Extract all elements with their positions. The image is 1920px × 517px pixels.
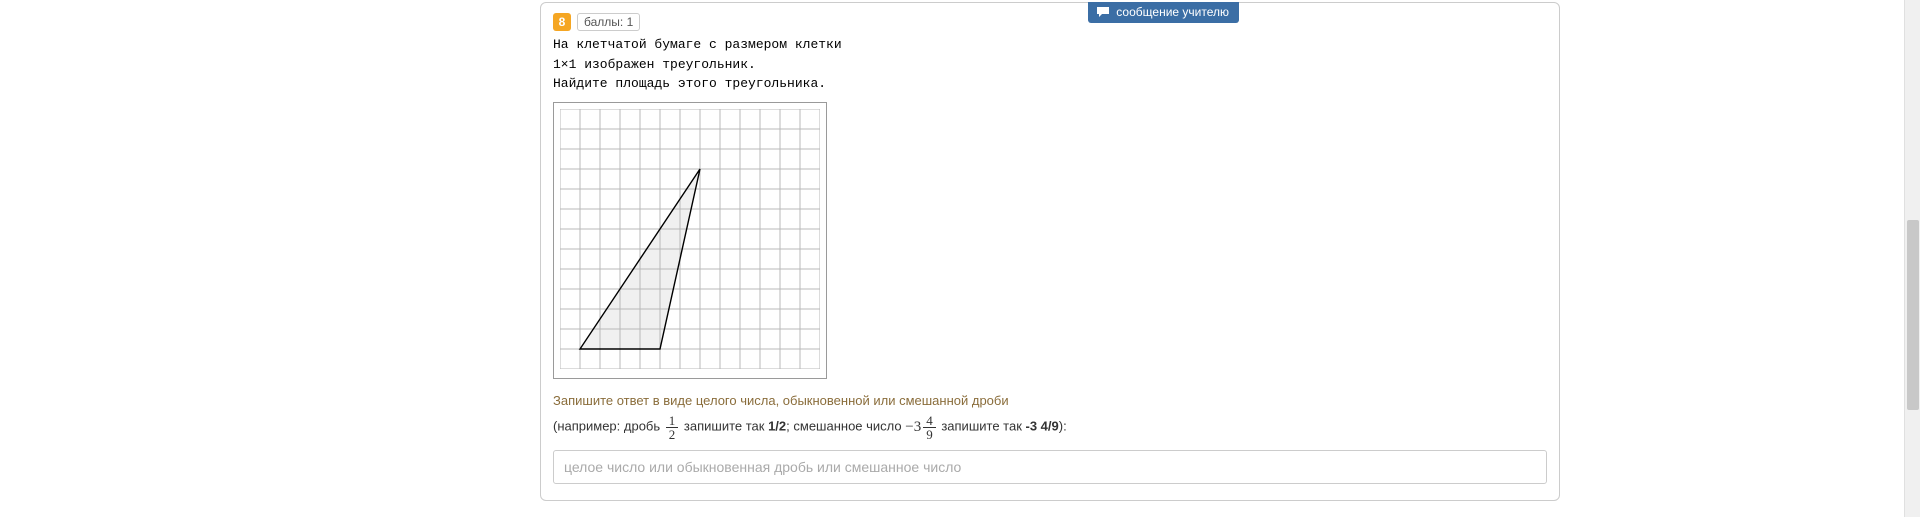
hint-ex1: 1/2 bbox=[768, 419, 786, 434]
scrollbar-thumb[interactable] bbox=[1907, 220, 1919, 410]
fraction-1-num: 1 bbox=[666, 414, 679, 428]
message-teacher-button[interactable]: сообщение учителю bbox=[1088, 2, 1239, 23]
problem-text-line2: 1×1 изображен треугольник. bbox=[553, 57, 756, 72]
problem-text-line3: Найдите площадь этого треугольника. bbox=[553, 76, 826, 91]
question-card: сообщение учителю 8 баллы: 1 На клетчато… bbox=[540, 2, 1560, 501]
fraction-2-num: 4 bbox=[923, 414, 936, 428]
diagram-frame bbox=[553, 102, 827, 379]
vertical-scrollbar[interactable] bbox=[1904, 0, 1920, 517]
points-badge: баллы: 1 bbox=[577, 13, 640, 31]
hint-line1: Запишите ответ в виде целого числа, обык… bbox=[553, 389, 1547, 414]
page-root: сообщение учителю 8 баллы: 1 На клетчато… bbox=[0, 0, 1920, 517]
answer-hint: Запишите ответ в виде целого числа, обык… bbox=[553, 389, 1547, 442]
fraction-2: 49 bbox=[923, 414, 936, 441]
hint-prefix: (например: дробь bbox=[553, 419, 664, 434]
hint-mid2: ; смешанное число bbox=[786, 419, 905, 434]
hint-ex2: -3 4/9 bbox=[1026, 419, 1059, 434]
problem-text-line1: На клетчатой бумаге с размером клетки bbox=[553, 37, 842, 52]
question-header: 8 баллы: 1 bbox=[553, 13, 1547, 31]
question-number-badge: 8 bbox=[553, 13, 571, 31]
hint-suffix: ): bbox=[1059, 419, 1067, 434]
problem-text: На клетчатой бумаге с размером клетки 1×… bbox=[553, 35, 1547, 94]
hint-line2: (например: дробь 12 запишите так 1/2; см… bbox=[553, 413, 1547, 442]
answer-input[interactable] bbox=[553, 450, 1547, 484]
fraction-1: 12 bbox=[666, 414, 679, 441]
mixed-int: 3 bbox=[914, 419, 922, 435]
chat-icon bbox=[1096, 6, 1110, 18]
hint-mid3: запишите так bbox=[938, 419, 1026, 434]
triangle-diagram bbox=[560, 109, 820, 369]
fraction-2-den: 9 bbox=[923, 428, 936, 441]
hint-mid1: запишите так bbox=[680, 419, 768, 434]
message-teacher-label: сообщение учителю bbox=[1116, 5, 1229, 19]
mixed-sign: − bbox=[905, 419, 913, 435]
fraction-1-den: 2 bbox=[666, 428, 679, 441]
